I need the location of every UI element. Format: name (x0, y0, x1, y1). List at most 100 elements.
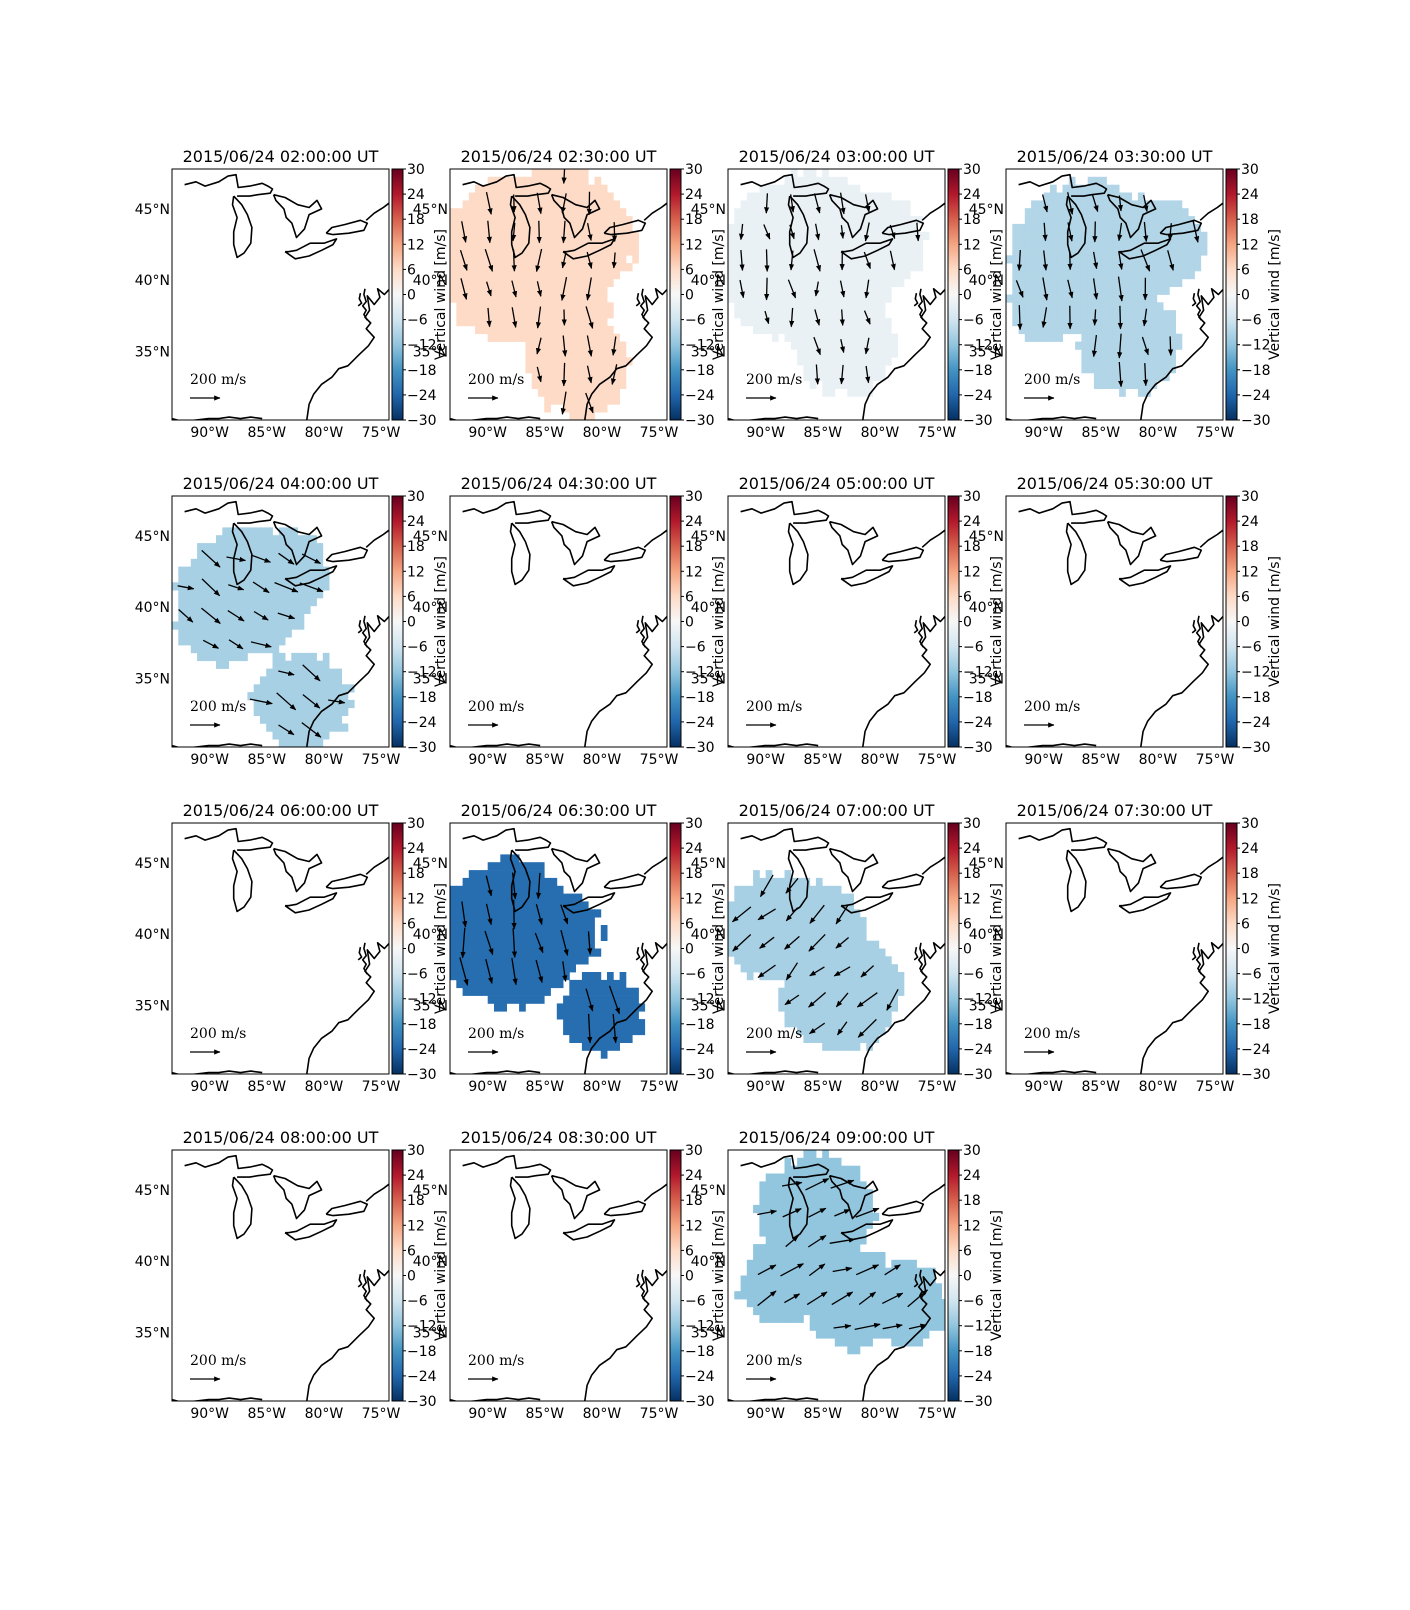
lon-tick-label: 80°W (1139, 425, 1178, 441)
wind-cell (790, 1003, 798, 1012)
wind-cell (790, 917, 798, 926)
wind-cell (878, 964, 886, 973)
wind-vector (808, 933, 826, 952)
wind-cell (285, 676, 292, 685)
wind-cell (550, 396, 558, 405)
wind-vector (1042, 277, 1049, 301)
wind-cell (841, 1330, 848, 1339)
lat-tick-label: 40°N (135, 927, 170, 943)
wind-vector (277, 612, 296, 620)
wind-cell (853, 341, 861, 350)
wind-cell (803, 349, 811, 358)
wind-vector (535, 959, 544, 984)
wind-cell (1031, 286, 1038, 295)
wind-cell (531, 870, 539, 879)
wind-cell (740, 294, 748, 303)
wind-cell (1131, 310, 1139, 319)
wind-cell (859, 271, 867, 280)
wind-cell (259, 582, 267, 591)
wind-cell (841, 1019, 848, 1028)
wind-cell (556, 255, 564, 264)
wind-cell (291, 739, 298, 747)
wind-cell (575, 325, 583, 335)
wind-cell (859, 1212, 867, 1221)
wind-cell (1037, 263, 1045, 272)
wind-cell (784, 925, 792, 934)
wind-vector (884, 1264, 901, 1276)
wind-vector (834, 1208, 851, 1217)
wind-cell (859, 995, 867, 1004)
wind-cell (859, 1019, 867, 1028)
wind-cell (619, 987, 627, 996)
wind-cell (228, 543, 236, 552)
wind-cell (569, 208, 576, 217)
wind-cell (803, 964, 811, 973)
wind-cell (481, 255, 489, 264)
wind-cell (815, 200, 823, 209)
wind-cell (272, 558, 280, 567)
wind-cell (797, 341, 804, 350)
wind-cell (1012, 231, 1019, 240)
wind-cell (1081, 271, 1089, 280)
lon-tick-label: 85°W (247, 1079, 286, 1095)
wind-cell (778, 1267, 785, 1276)
wind-vector (202, 639, 220, 649)
coastline (231, 195, 253, 259)
wind-cell (847, 294, 854, 303)
wind-cell (916, 239, 924, 248)
wind-cell (866, 1330, 873, 1339)
wind-cell (613, 1011, 620, 1020)
wind-cell (481, 979, 489, 989)
wind-cell (1150, 302, 1158, 311)
wind-cell (569, 318, 576, 327)
wind-cell (259, 574, 267, 583)
wind-cell (203, 566, 211, 575)
wind-cell (481, 216, 489, 225)
wind-cell (544, 893, 551, 902)
wind-vector (764, 310, 770, 325)
wind-cell (797, 286, 804, 295)
wind-cell (834, 1338, 842, 1347)
wind-cell (809, 1244, 817, 1253)
wind-cell (809, 1314, 817, 1323)
wind-field (728, 827, 945, 1074)
wind-vector (201, 578, 221, 597)
wind-cell (519, 877, 526, 887)
wind-cell (859, 357, 867, 366)
wind-cell (1012, 294, 1019, 303)
wind-cell (456, 909, 463, 918)
wind-cell (734, 255, 741, 264)
wind-cell (853, 1338, 861, 1347)
wind-cell (500, 979, 507, 989)
wind-cell (475, 987, 482, 996)
wind-cell (481, 877, 489, 887)
panel-title: 2015/06/24 05:00:00 UT (739, 474, 935, 493)
wind-cell (259, 692, 267, 701)
wind-cell (853, 1299, 861, 1308)
wind-cell (575, 956, 583, 965)
wind-cell (512, 247, 520, 256)
wind-cell (1125, 365, 1132, 374)
colorbar-tick-label: 0 (963, 288, 972, 304)
wind-cell (903, 1299, 911, 1308)
coastline (509, 522, 531, 586)
wind-cell (537, 294, 545, 303)
wind-cell (885, 1019, 892, 1028)
wind-cell (853, 1003, 861, 1012)
wind-cell (512, 909, 520, 918)
wind-cell (285, 692, 292, 701)
wind-vector (757, 964, 776, 979)
wind-cell (1181, 255, 1189, 264)
wind-cell (740, 893, 748, 902)
wind-cell (847, 987, 854, 996)
lon-tick-label: 75°W (362, 752, 401, 768)
wind-cell (1056, 263, 1063, 272)
wind-cell (266, 550, 273, 560)
wind-field (728, 500, 945, 747)
wind-cell (556, 184, 564, 193)
wind-cell (613, 239, 620, 248)
wind-cell (506, 208, 514, 217)
wind-cell (797, 1220, 804, 1229)
wind-cell (241, 598, 248, 607)
wind-cell (475, 247, 482, 256)
